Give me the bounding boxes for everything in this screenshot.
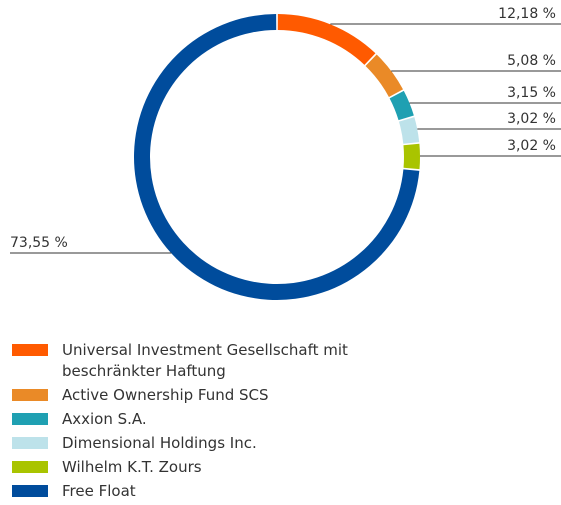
legend: Universal Investment Gesellschaft mit be… bbox=[12, 340, 362, 505]
legend-item: Universal Investment Gesellschaft mit be… bbox=[12, 340, 362, 382]
donut-segment bbox=[277, 14, 376, 65]
legend-label: Universal Investment Gesellschaft mit be… bbox=[62, 341, 348, 380]
legend-swatch bbox=[12, 413, 48, 425]
donut-segment bbox=[398, 117, 420, 144]
legend-label: Active Ownership Fund SCS bbox=[62, 386, 269, 404]
value-label: 12,18 % bbox=[498, 6, 556, 22]
legend-label: Axxion S.A. bbox=[62, 410, 147, 428]
legend-item: Free Float bbox=[12, 481, 362, 502]
legend-swatch bbox=[12, 344, 48, 356]
legend-label: Dimensional Holdings Inc. bbox=[62, 434, 257, 452]
legend-item: Axxion S.A. bbox=[12, 409, 362, 430]
donut-segment bbox=[389, 90, 414, 121]
legend-item: Active Ownership Fund SCS bbox=[12, 385, 362, 406]
chart: 12,18 % 5,08 % 3,15 % 3,02 % 3,02 % 73,55 % bbox=[10, 6, 561, 301]
legend-swatch bbox=[12, 485, 48, 497]
value-label: 3,02 % bbox=[507, 138, 556, 154]
value-label: 73,55 % bbox=[10, 235, 68, 251]
legend-swatch bbox=[12, 461, 48, 473]
donut-segment bbox=[403, 143, 420, 170]
legend-item: Wilhelm K.T. Zours bbox=[12, 457, 362, 478]
value-label: 5,08 % bbox=[507, 53, 556, 69]
legend-item: Dimensional Holdings Inc. bbox=[12, 433, 362, 454]
legend-label: Free Float bbox=[62, 482, 136, 500]
donut-segment bbox=[365, 54, 404, 97]
legend-swatch bbox=[12, 389, 48, 401]
value-label: 3,02 % bbox=[507, 111, 556, 127]
legend-label: Wilhelm K.T. Zours bbox=[62, 458, 202, 476]
legend-swatch bbox=[12, 437, 48, 449]
page: 12,18 % 5,08 % 3,15 % 3,02 % 3,02 % 73,55 % U… bbox=[10, 6, 561, 500]
value-label: 3,15 % bbox=[507, 85, 556, 101]
